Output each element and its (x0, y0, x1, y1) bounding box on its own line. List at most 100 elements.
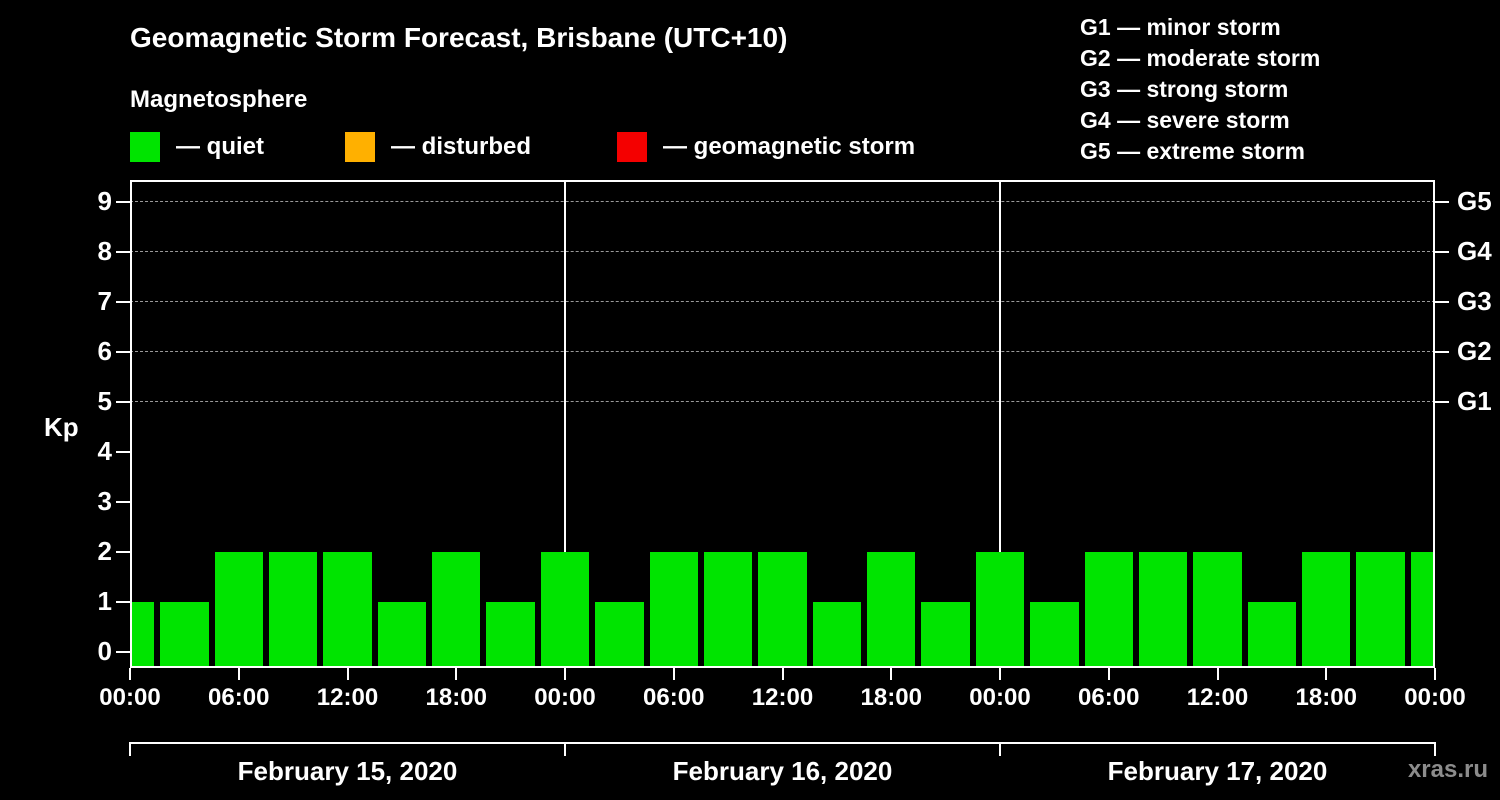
g-scale-label: G3 (1457, 286, 1492, 316)
day-boundary-line (999, 180, 1001, 668)
grid-line (130, 301, 1435, 302)
g-tick (1435, 351, 1449, 353)
kp-bar (1410, 552, 1435, 668)
kp-bar (1356, 552, 1405, 668)
kp-bar (758, 552, 807, 668)
quiet-color-swatch (130, 132, 160, 162)
kp-bar (975, 552, 1025, 668)
legend-item-storm: — geomagnetic storm (617, 132, 915, 162)
g-tick (1435, 401, 1449, 403)
g-scale-label: G4 (1457, 236, 1492, 266)
time-tick-label: 06:00 (643, 684, 705, 711)
g-legend-item-g1: G1 — minor storm (1080, 14, 1281, 40)
time-tick (129, 668, 131, 680)
kp-bar (812, 602, 862, 668)
legend-label-storm: — geomagnetic storm (663, 133, 916, 160)
time-tick (564, 668, 566, 680)
kp-bar (1302, 552, 1351, 668)
kp-bar (377, 602, 427, 668)
g-legend-item-g5: G5 — extreme storm (1080, 138, 1305, 164)
time-tick-label: 00:00 (969, 684, 1031, 711)
time-tick-label: 06:00 (1078, 684, 1140, 711)
kp-tick-label: 6 (97, 336, 112, 366)
plot-area (130, 180, 1435, 668)
kp-bar (540, 552, 590, 668)
time-tick-label: 00:00 (99, 684, 161, 711)
kp-tick (116, 501, 130, 503)
grid-line (130, 401, 1435, 402)
time-tick (1434, 668, 1436, 680)
g-tick (1435, 201, 1449, 203)
kp-tick-label: 9 (97, 186, 112, 216)
time-tick (1325, 668, 1328, 680)
date-axis-line (130, 742, 1435, 744)
kp-bar (1247, 602, 1297, 668)
time-tick (781, 668, 784, 680)
plot-region: 0 1 2 3 4 5 6 7 8 9 G1 G2 G3 G4 G5 00:00 06:00 12:00 18:00… (98, 180, 1492, 711)
kp-bar (1084, 552, 1133, 668)
kp-bar (703, 552, 753, 668)
kp-tick (116, 651, 130, 653)
kp-bar (1138, 552, 1188, 668)
kp-tick (116, 401, 130, 403)
g-scale-legend: G1 — minor storm G2 — moderate storm G3 … (1080, 12, 1320, 167)
g-legend-item-g3: G3 — strong storm (1080, 76, 1289, 102)
time-tick-label: 12:00 (1186, 684, 1249, 711)
chart-title: Geomagnetic Storm Forecast, Brisbane (UT… (130, 22, 788, 53)
kp-tick-label: 4 (97, 436, 112, 466)
time-tick (237, 668, 240, 680)
kp-tick-label: 7 (97, 286, 112, 316)
legend-item-disturbed: — disturbed (345, 132, 531, 162)
kp-tick-label: 1 (97, 586, 112, 616)
kp-bar (323, 552, 372, 668)
date-label: February 16, 2020 (672, 756, 893, 786)
g-tick (1435, 301, 1449, 303)
time-tick (999, 668, 1001, 680)
time-tick-label: 12:00 (751, 684, 814, 711)
time-tick-label: 00:00 (1404, 684, 1466, 711)
kp-bar (432, 552, 481, 668)
kp-tick-label: 8 (97, 236, 112, 266)
legend-item-quiet: — quiet (130, 132, 264, 162)
axis-decorations: 0 1 2 3 4 5 6 7 8 9 G1 G2 G3 G4 G5 00:00 06:00 12:00 18:00… (98, 180, 1492, 711)
kp-bar (1030, 602, 1079, 668)
kp-tick (116, 551, 130, 553)
kp-bar (486, 602, 535, 668)
g-legend-item-g2: G2 — moderate storm (1080, 45, 1321, 71)
time-tick (455, 668, 458, 680)
date-label: February 15, 2020 (237, 756, 458, 786)
kp-tick-label: 5 (97, 386, 112, 416)
kp-bar (268, 552, 318, 668)
kp-bar (921, 602, 970, 668)
grid-line (130, 251, 1435, 252)
kp-tick-label: 2 (97, 536, 112, 566)
storm-color-swatch (617, 132, 647, 162)
date-band-tick (129, 742, 131, 756)
kp-bar (160, 602, 209, 668)
date-label: February 17, 2020 (1107, 756, 1328, 786)
kp-tick (116, 601, 130, 603)
date-band-tick (564, 742, 566, 756)
kp-tick (116, 301, 130, 303)
grid-line (130, 201, 1435, 202)
time-tick-label: 18:00 (860, 684, 922, 711)
time-tick (890, 668, 893, 680)
time-tick (346, 668, 349, 680)
time-tick-label: 18:00 (425, 684, 487, 711)
y-axis-title: Kp (44, 412, 79, 442)
time-tick-label: 00:00 (534, 684, 596, 711)
kp-tick (116, 351, 130, 353)
date-band-tick (999, 742, 1001, 756)
legend-label-disturbed: — disturbed (391, 133, 532, 160)
kp-tick (116, 451, 130, 453)
kp-bar (130, 602, 155, 668)
kp-bar (1193, 552, 1242, 668)
kp-tick-label: 0 (97, 636, 112, 666)
time-tick-label: 12:00 (316, 684, 379, 711)
watermark: xras.ru (1407, 756, 1488, 783)
time-tick (1216, 668, 1219, 680)
time-tick (672, 668, 675, 680)
date-axis: February 15, 2020 February 16, 2020 Februa… (129, 742, 1436, 800)
time-tick-label: 18:00 (1295, 684, 1357, 711)
